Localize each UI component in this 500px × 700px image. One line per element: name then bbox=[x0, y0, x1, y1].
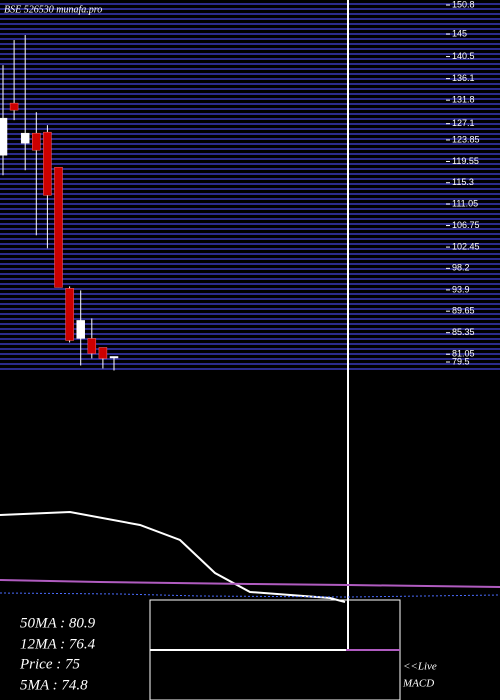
y-tick-label: 98.2 bbox=[452, 263, 470, 273]
y-tick-label: 106.75 bbox=[452, 220, 480, 230]
y-tick-label: 145 bbox=[452, 28, 467, 38]
y-tick-label: 127.1 bbox=[452, 118, 475, 128]
y-tick-label: 123.85 bbox=[452, 134, 480, 144]
y-tick-label: 102.45 bbox=[452, 241, 480, 251]
indicator: Price : 75 bbox=[19, 656, 80, 672]
candle-body bbox=[32, 132, 41, 151]
y-tick-label: 93.9 bbox=[452, 284, 470, 294]
candle-body bbox=[87, 338, 97, 354]
macd-label: MACD bbox=[402, 678, 434, 690]
y-tick-label: 111.05 bbox=[452, 198, 478, 208]
candle-body bbox=[98, 347, 108, 359]
candle-body bbox=[20, 132, 30, 144]
y-tick-label: 136.1 bbox=[452, 73, 475, 83]
macd-line bbox=[0, 510, 346, 603]
candle-body bbox=[0, 117, 8, 156]
indicator: 5MA : 74.8 bbox=[20, 677, 88, 693]
live-link[interactable]: <<Live bbox=[403, 661, 437, 673]
histogram-line bbox=[0, 592, 500, 598]
y-tick-label: 140.5 bbox=[452, 51, 475, 61]
y-tick-label: 81.05 bbox=[452, 349, 475, 359]
y-tick-label: 115.3 bbox=[452, 177, 474, 187]
y-tick-label: 89.65 bbox=[452, 306, 475, 316]
price-panel-stripes bbox=[0, 0, 500, 372]
y-tick-label: 119.55 bbox=[452, 156, 479, 166]
candle-body bbox=[54, 166, 63, 288]
candle-body bbox=[109, 356, 119, 359]
indicator: 12MA : 76.4 bbox=[20, 636, 96, 652]
candle-body bbox=[76, 320, 85, 339]
chart-title: BSE 526530 munafa.pro bbox=[4, 4, 102, 15]
y-tick-label: 79.5 bbox=[452, 356, 470, 366]
y-tick-label: 85.35 bbox=[452, 327, 475, 337]
candle-body bbox=[65, 288, 74, 341]
y-tick-label: 150.8 bbox=[452, 0, 475, 9]
candle-body bbox=[9, 102, 19, 111]
candle-body bbox=[43, 131, 52, 196]
y-tick-label: 131.8 bbox=[452, 95, 475, 105]
signal-line bbox=[0, 579, 500, 588]
indicator: 50MA : 80.9 bbox=[20, 615, 96, 631]
